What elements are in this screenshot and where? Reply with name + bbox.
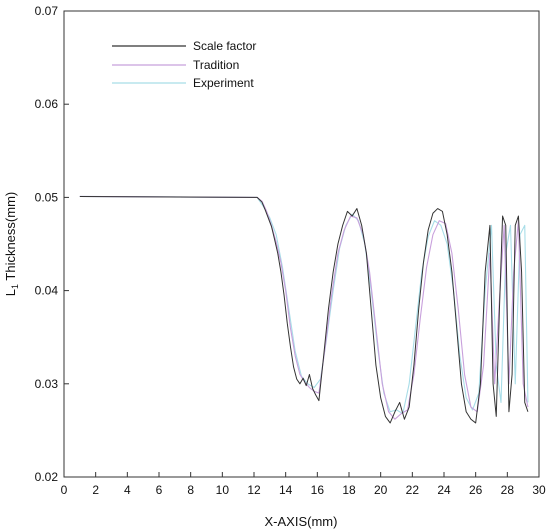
x-tick-label: 18 [342, 483, 356, 497]
series-line-tradition [79, 195, 529, 420]
series-layer [79, 195, 529, 424]
x-tick-label: 12 [247, 483, 261, 497]
y-tick-label: 0.04 [35, 284, 59, 298]
series-line-experiment [79, 195, 529, 415]
y-tick-label: 0.03 [35, 377, 59, 391]
y-axis-title-rest: Thickness(mm) [3, 192, 18, 284]
x-tick-label: 24 [437, 483, 451, 497]
y-tick-label: 0.06 [35, 97, 59, 111]
y-tick-label: 0.02 [35, 470, 59, 484]
y-tick-label: 0.05 [35, 190, 59, 204]
x-axis-ticks: 0 2 4 6 8 10 12 14 16 18 20 22 24 26 28 30 [61, 472, 546, 497]
y-axis-title-main: L [3, 289, 18, 296]
y-axis-title-subscript: 1 [10, 284, 20, 289]
legend-label-tradition: Tradition [193, 58, 239, 72]
x-tick-label: 16 [311, 483, 325, 497]
x-tick-label: 4 [124, 483, 131, 497]
x-tick-label: 30 [532, 483, 546, 497]
x-tick-label: 2 [92, 483, 99, 497]
legend: Scale factor Tradition Experiment [112, 39, 256, 90]
legend-label-experiment: Experiment [193, 76, 254, 90]
y-tick-label: 0.07 [35, 4, 59, 18]
plot-frame [63, 10, 540, 478]
x-tick-label: 28 [501, 483, 515, 497]
x-tick-label: 14 [279, 483, 293, 497]
series-line-scale-factor [79, 195, 529, 424]
legend-label-scale-factor: Scale factor [193, 39, 256, 53]
x-tick-label: 10 [216, 483, 230, 497]
x-tick-label: 26 [469, 483, 483, 497]
x-axis-title: X-AXIS(mm) [265, 514, 338, 529]
x-tick-label: 20 [374, 483, 388, 497]
y-axis-ticks: 0.02 0.03 0.04 0.05 0.06 0.07 [35, 4, 69, 484]
x-tick-label: 22 [406, 483, 420, 497]
x-tick-label: 0 [61, 483, 68, 497]
x-tick-label: 6 [156, 483, 163, 497]
x-tick-label: 8 [187, 483, 194, 497]
y-axis-title: L1 Thickness(mm) [3, 192, 20, 296]
